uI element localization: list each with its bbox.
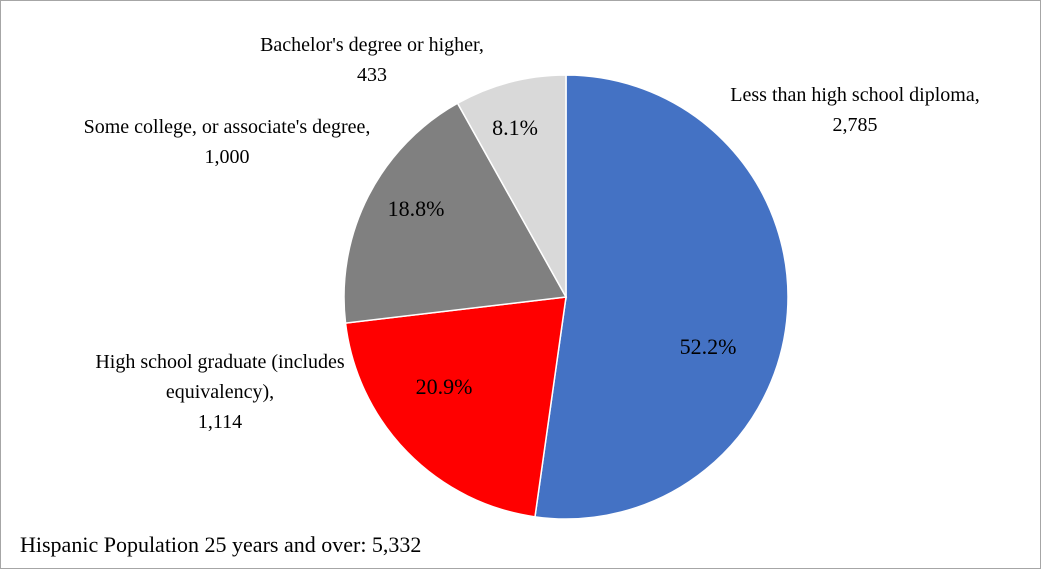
note: Hispanic Population 25 years and over: 5… xyxy=(20,532,422,557)
percent-label: 20.9% xyxy=(416,374,473,399)
value-label: 433 xyxy=(357,64,387,86)
slice-label: Less than high school diploma, 2,785 xyxy=(675,80,1035,140)
slice-label: High school graduate (includes equivalen… xyxy=(95,347,345,437)
pie-slice xyxy=(456,74,567,300)
slice-label: Some college, or associate's degree, 1,00… xyxy=(17,112,437,172)
value-label: 2,785 xyxy=(832,114,878,136)
category-label: Some college, or associate's degree, xyxy=(83,116,371,138)
value-label: 1,000 xyxy=(204,146,250,168)
percent-label: 8.1% xyxy=(492,115,538,140)
slice-label: Bachelor's degree or higher, 433 xyxy=(222,30,522,90)
category-label: High school graduate (includes equivalen… xyxy=(95,351,345,403)
category-label: Less than high school diploma, xyxy=(730,84,980,106)
percent-label: 52.2% xyxy=(680,334,737,359)
pie-slice xyxy=(534,74,789,520)
pie-slice xyxy=(343,102,568,324)
pie-slice xyxy=(344,296,567,518)
category-label: Bachelor's degree or higher, xyxy=(260,34,484,56)
value-label: 1,114 xyxy=(197,411,243,433)
percent-label: 18.8% xyxy=(388,196,445,221)
